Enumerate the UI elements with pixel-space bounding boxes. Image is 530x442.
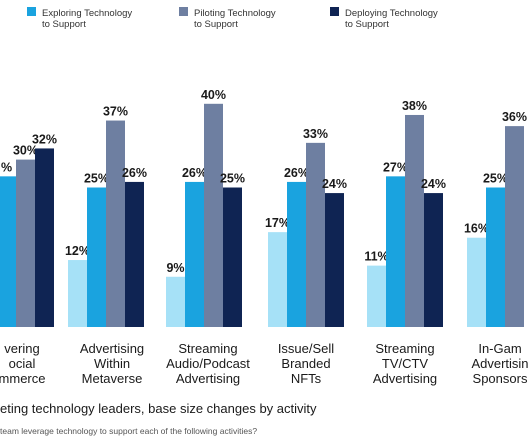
- data-label: 24%: [421, 177, 446, 191]
- bar: [204, 103, 223, 327]
- legend-label: to Support: [194, 19, 238, 30]
- category-label-line: Within: [94, 356, 130, 371]
- bar: [467, 237, 486, 327]
- legend-swatch: [330, 7, 339, 16]
- bar: [367, 265, 386, 327]
- bar-group: %30%32%: [0, 132, 57, 327]
- data-label: 26%: [122, 166, 147, 180]
- category-label-line: Metaverse: [82, 371, 143, 386]
- bar: [424, 193, 443, 327]
- category-label-line: Audio/Podcast: [166, 356, 250, 371]
- bars: %30%32% 12% 25% 37% 26% 9% 26% 40% 25% 17% 26% 33% 2…: [0, 88, 527, 328]
- data-label: 12%: [65, 244, 90, 258]
- category-label-line: TV/CTV: [382, 356, 429, 371]
- bar: [166, 276, 185, 327]
- category-label-line: Advertising: [176, 371, 240, 386]
- category-label-line: In-Gam: [478, 341, 521, 356]
- category-label-line: Streaming: [178, 341, 237, 356]
- legend-label: to Support: [345, 19, 389, 30]
- question-text: team leverage technology to support each…: [0, 426, 257, 436]
- bar: [125, 181, 144, 327]
- legend-swatch: [27, 7, 36, 16]
- data-label: 27%: [383, 160, 408, 174]
- category-label-line: vering: [4, 341, 39, 356]
- bar-group: 9% 26% 40% 25%: [166, 88, 245, 327]
- category-labels: veringocialmmerceAdvertisingWithinMetave…: [0, 341, 529, 386]
- legend-label: to Support: [42, 19, 86, 30]
- bar: [287, 181, 306, 327]
- data-label: 16%: [464, 222, 489, 236]
- category-label-line: NFTs: [291, 371, 322, 386]
- category-label-line: Streaming: [375, 341, 434, 356]
- legend-label: Exploring Technology: [42, 8, 132, 19]
- bar: [106, 120, 125, 327]
- bar: [386, 176, 405, 327]
- category-label-line: mmerce: [0, 371, 45, 386]
- bar-group: 17% 26% 33% 24%: [265, 127, 347, 327]
- category-label-line: Advertisin: [471, 356, 528, 371]
- bar-group: 11% 27% 38% 24%: [364, 99, 446, 328]
- bar: [16, 159, 35, 327]
- data-label: 24%: [322, 177, 347, 191]
- category-label-line: ocial: [9, 356, 36, 371]
- data-label: 38%: [402, 99, 427, 113]
- legend-label: Deploying Technology: [345, 8, 438, 19]
- data-label: 25%: [84, 172, 109, 186]
- data-label: 17%: [265, 216, 290, 230]
- data-label: 30%: [13, 144, 38, 158]
- category-label-line: Issue/Sell: [278, 341, 334, 356]
- data-label: 40%: [201, 88, 226, 102]
- bar: [306, 142, 325, 327]
- data-label: 32%: [32, 132, 57, 146]
- data-label: 9%: [166, 261, 184, 275]
- bar: [405, 114, 424, 328]
- data-label: 25%: [483, 172, 508, 186]
- bar: [486, 187, 505, 327]
- bar: [68, 260, 87, 327]
- data-label: 26%: [182, 166, 207, 180]
- bar-group: 12% 25% 37% 26%: [65, 105, 147, 327]
- bar: [223, 187, 242, 327]
- bar: [87, 187, 106, 327]
- data-label: 37%: [103, 105, 128, 119]
- category-label-line: Advertising: [373, 371, 437, 386]
- bar: [185, 181, 204, 327]
- data-label: 25%: [220, 172, 245, 186]
- bar: [268, 232, 287, 327]
- legend-label: Piloting Technology: [194, 8, 276, 19]
- data-label: 33%: [303, 127, 328, 141]
- data-label: 36%: [502, 110, 527, 124]
- data-label: %: [1, 160, 12, 174]
- bar: [325, 193, 344, 327]
- bar: [505, 126, 524, 328]
- bar: [0, 176, 16, 327]
- data-label: 11%: [364, 250, 388, 264]
- category-label-line: Sponsors: [473, 371, 528, 386]
- base-note: eting technology leaders, base size chan…: [0, 401, 317, 416]
- data-label: 26%: [284, 166, 309, 180]
- category-label-line: Advertising: [80, 341, 144, 356]
- legend-swatch: [179, 7, 188, 16]
- bar-group: 16% 25% 36%: [464, 110, 527, 328]
- category-label-line: Branded: [281, 356, 330, 371]
- bar: [35, 148, 54, 327]
